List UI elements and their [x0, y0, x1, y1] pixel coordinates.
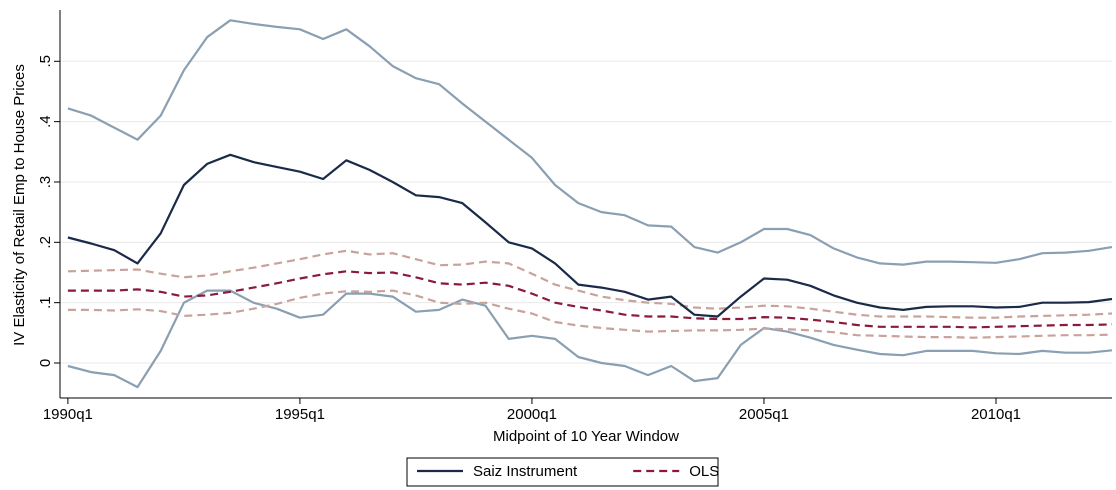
x-axis-label: Midpoint of 10 Year Window: [493, 428, 679, 445]
x-tick-label: 2005q1: [739, 406, 789, 423]
series-line: [67, 270, 1113, 329]
x-tick-label: 2000q1: [507, 406, 557, 423]
series-line: [67, 153, 1113, 318]
x-tick-label: 1990q1: [43, 406, 93, 423]
legend-label: Saiz Instrument: [473, 463, 578, 480]
series-line: [67, 289, 1113, 339]
y-tick-label: .3: [37, 176, 54, 189]
y-tick-label: .4: [37, 115, 54, 128]
series-line: [67, 249, 1113, 319]
y-tick-label: .1: [37, 296, 54, 309]
y-axis-label: IV Elasticity of Retail Emp to House Pri…: [11, 64, 28, 346]
series-line: [67, 19, 1113, 266]
y-tick-label: .2: [37, 236, 54, 249]
y-tick-label: .5: [37, 55, 54, 68]
x-tick-label: 1995q1: [275, 406, 325, 423]
series-line: [67, 289, 1113, 389]
x-tick-label: 2010q1: [971, 406, 1021, 423]
legend-label: OLS: [689, 463, 719, 480]
y-tick-label: 0: [37, 359, 54, 367]
